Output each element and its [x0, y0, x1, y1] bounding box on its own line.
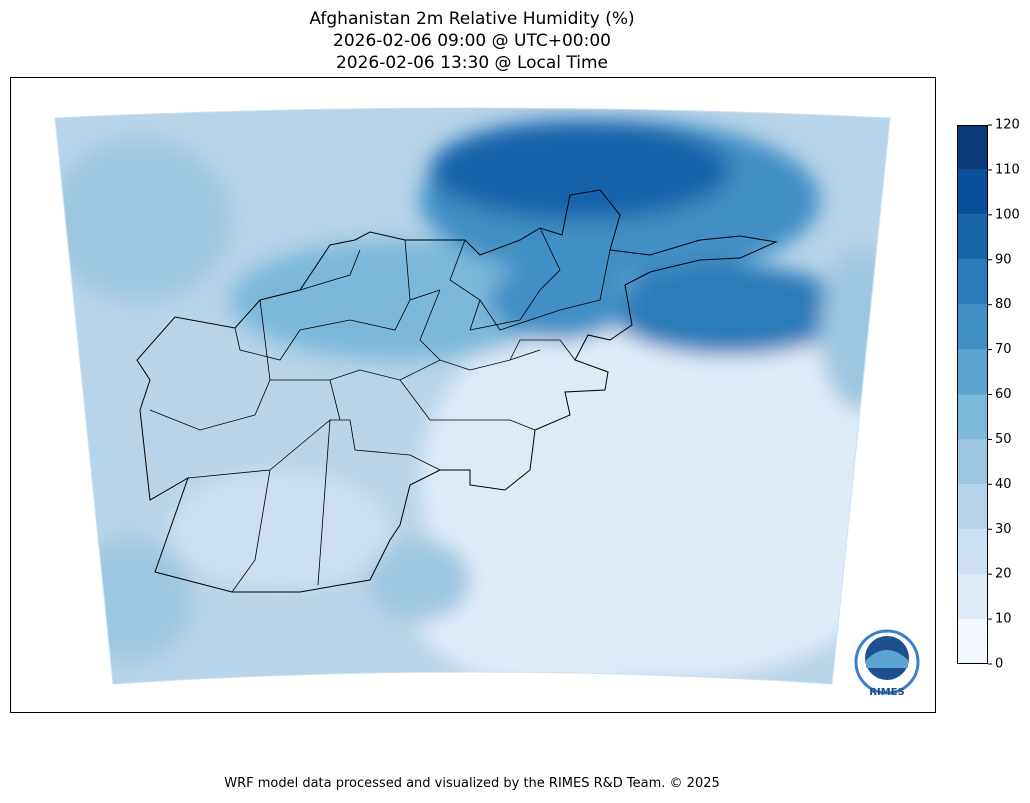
colorbar-band	[957, 394, 988, 440]
footer: WRF model data processed and visualized …	[224, 776, 720, 791]
logo-text: RIMES	[869, 687, 904, 698]
colorbar-band	[957, 349, 988, 395]
title-line: Afghanistan 2m Relative Humidity (%)	[309, 9, 634, 29]
colorbar-frame	[957, 125, 988, 664]
colorbar-tick-label: 20	[995, 567, 1012, 582]
colorbar-tick-label: 30	[995, 522, 1012, 537]
colorbar-tick-label: 70	[995, 342, 1012, 357]
logo: RIMES	[854, 629, 920, 698]
colorbar-band	[957, 619, 988, 664]
colorbar-band	[957, 214, 988, 260]
colorbar-band	[957, 304, 988, 350]
colorbar-tick-label: 10	[995, 612, 1012, 627]
colorbar-tick-label: 100	[995, 207, 1020, 222]
colorbar-band	[957, 169, 988, 215]
domain-edge	[54, 107, 891, 685]
province-borders	[149, 227, 611, 593]
title-line: 2026-02-06 13:30 @ Local Time	[336, 53, 608, 73]
colorbar-tick-label: 40	[995, 477, 1012, 492]
map-frame	[10, 77, 936, 713]
colorbar-band	[957, 125, 988, 170]
colorbar-band	[957, 259, 988, 305]
country-border	[136, 189, 778, 593]
colorbar: 0 10 20 30 40 50 60 70 80 90 100 110 120	[957, 118, 1020, 672]
colorbar-band	[957, 439, 988, 485]
title-line: 2026-02-06 09:00 @ UTC+00:00	[333, 31, 611, 51]
colorbar-tick-label: 0	[995, 657, 1003, 672]
colorbar-band	[957, 574, 988, 620]
colorbar-tick-label: 110	[995, 162, 1020, 177]
colorbar-band	[957, 529, 988, 575]
humidity-field	[55, 108, 890, 684]
colorbar-tick-label: 90	[995, 252, 1012, 267]
colorbar-tick-label: 80	[995, 297, 1012, 312]
colorbar-tick-label: 60	[995, 387, 1012, 402]
colorbar-band	[957, 484, 988, 530]
colorbar-tick-label: 50	[995, 432, 1012, 447]
colorbar-tick-label: 120	[995, 118, 1020, 133]
